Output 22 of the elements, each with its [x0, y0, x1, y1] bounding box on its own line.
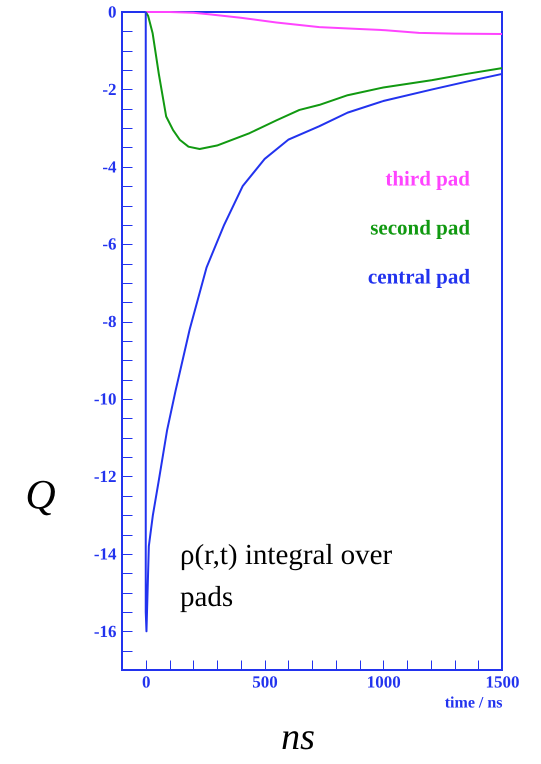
y-tick-label: -8 — [102, 312, 116, 332]
y-tick-label: -4 — [102, 157, 117, 176]
y-axis-title: Q — [25, 472, 56, 518]
y-tick-label: -12 — [94, 466, 116, 486]
x-tick-label: 500 — [252, 672, 278, 692]
text: central pad — [368, 264, 470, 288]
text: ns — [281, 716, 315, 758]
y-tick-label: 0 — [108, 2, 116, 22]
annotation: ρ(r,t) integral over pads — [180, 539, 393, 613]
y-tick-label: -2 — [102, 80, 116, 99]
x-tick-label: 0 — [142, 672, 150, 692]
x-tick-label: 1500 — [486, 672, 520, 692]
x-axis-title: time / ns — [444, 694, 502, 712]
x-tick-label: 1000 — [366, 672, 401, 692]
line-series — [144, 11, 503, 36]
line-series — [144, 11, 503, 150]
text: third pad — [385, 166, 470, 190]
text: second pad — [370, 216, 470, 240]
y-tick-label: -14 — [94, 544, 117, 564]
y-tick-label: -16 — [94, 622, 116, 641]
y-tick-label: -6 — [102, 234, 116, 254]
y-tick-label: -10 — [94, 390, 116, 409]
